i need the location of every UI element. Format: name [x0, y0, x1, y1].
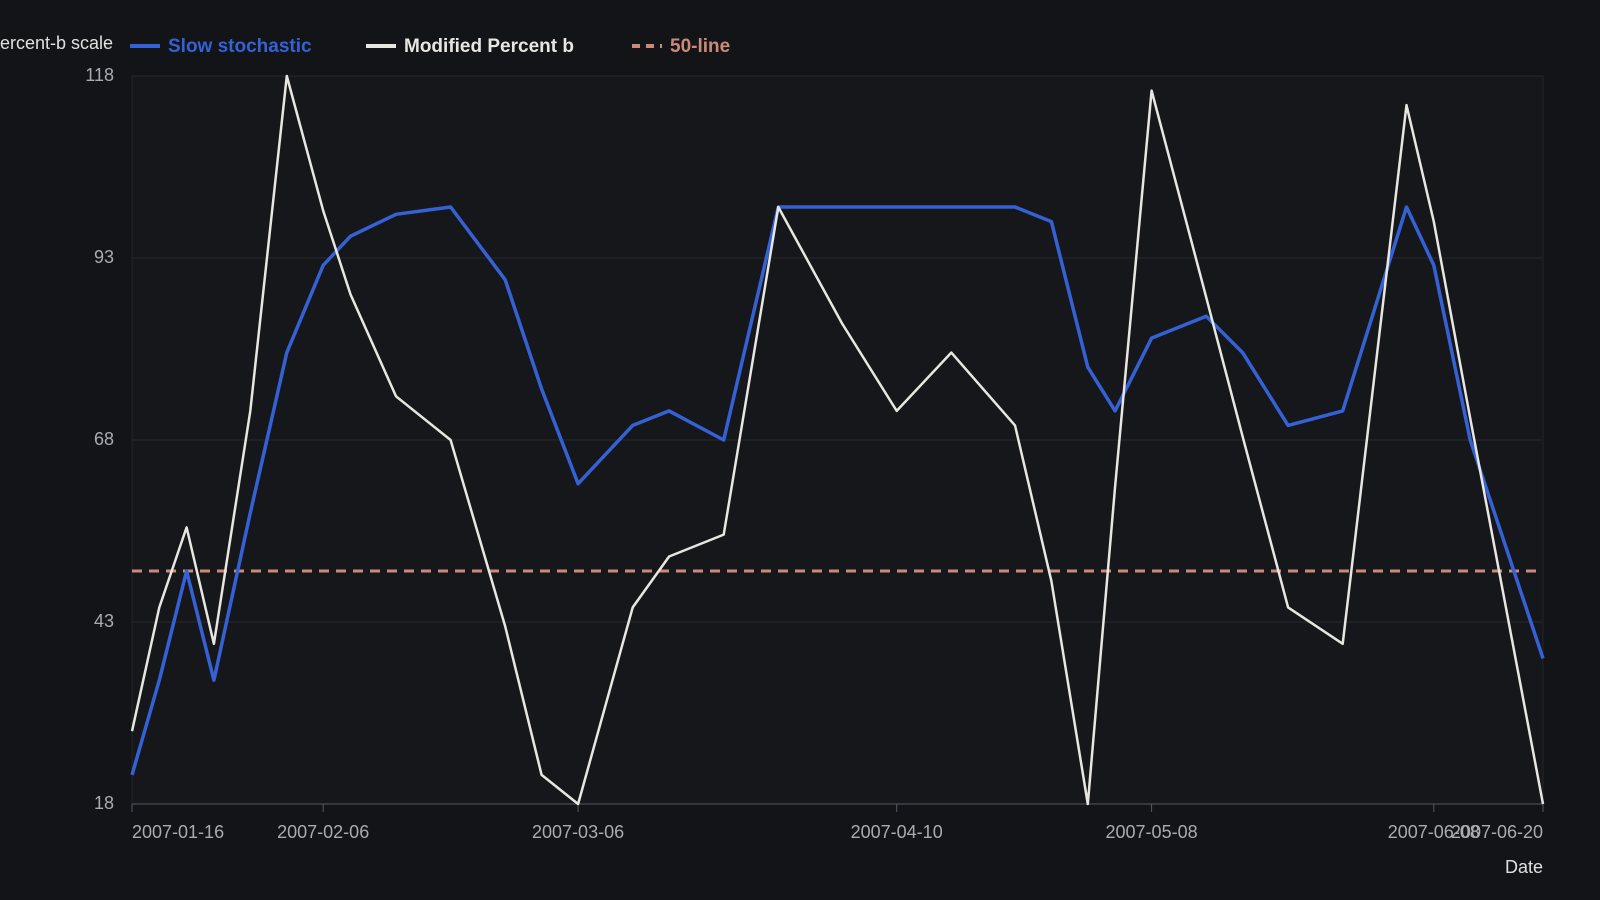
y-tick-label: 118: [85, 65, 114, 85]
x-tick-label: 2007-01-16: [132, 822, 224, 842]
legend-label: Slow stochastic: [168, 36, 312, 57]
x-axis-title: Date: [1505, 857, 1543, 877]
x-tick-label: 2007-05-08: [1106, 822, 1198, 842]
x-tick-label: 2007-02-06: [277, 822, 369, 842]
legend-label: Modified Percent b: [404, 36, 574, 57]
y-tick-label: 93: [94, 247, 114, 267]
legend-label: 50-line: [670, 36, 730, 57]
x-tick-label: 2007-04-10: [851, 822, 943, 842]
y-axis-title: Percent-b scale: [0, 33, 113, 53]
x-tick-label: 2007-03-06: [532, 822, 624, 842]
y-tick-label: 18: [94, 793, 114, 813]
x-tick-label: 2007-06-08: [1388, 822, 1480, 842]
y-tick-label: 43: [94, 611, 114, 631]
series-line: [130, 74, 1545, 806]
y-tick-label: 68: [94, 429, 114, 449]
x-tick-label: 2007-06-20: [1451, 822, 1543, 842]
